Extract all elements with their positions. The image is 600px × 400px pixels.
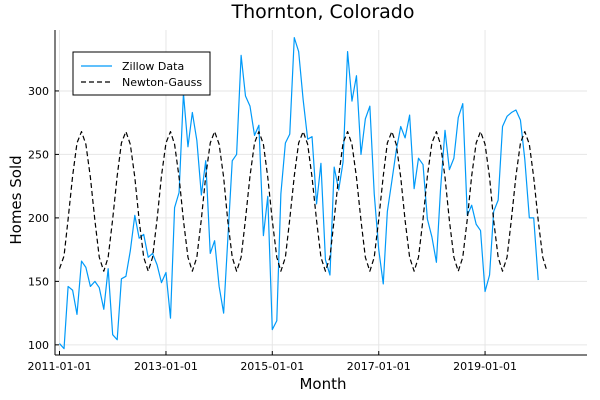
y-tick-label: 200: [28, 212, 49, 225]
series-layer: [58, 37, 548, 350]
legend-label-newton-gauss: Newton-Gauss: [122, 76, 202, 89]
chart-title: Thornton, Colorado: [231, 1, 415, 23]
x-tick-label: 2017-01-01: [347, 360, 411, 373]
y-axis-label: Homes Sold: [7, 155, 25, 244]
x-tick-label: 2013-01-01: [134, 360, 198, 373]
x-axis-label: Month: [299, 375, 346, 393]
legend-label-zillow-data: Zillow Data: [122, 60, 184, 73]
axes: [54, 30, 587, 356]
y-tick-label: 150: [28, 275, 49, 288]
x-tick-label: 2011-01-01: [28, 360, 92, 373]
y-tick-label: 300: [28, 85, 49, 98]
series-line-newton-gauss: [58, 130, 548, 272]
ticks: 100 150 200 250 300 2011-01-01 2013-01-01 2015-…: [28, 85, 517, 373]
x-tick-label: 2015-01-01: [240, 360, 304, 373]
legend-box: [72, 51, 211, 96]
legend: Zillow Data Newton-Gauss: [72, 51, 211, 96]
series-line-zillow-data: [59, 37, 539, 350]
y-tick-label: 250: [28, 148, 49, 161]
x-tick-label: 2019-01-01: [453, 360, 517, 373]
y-tick-label: 100: [28, 339, 49, 352]
